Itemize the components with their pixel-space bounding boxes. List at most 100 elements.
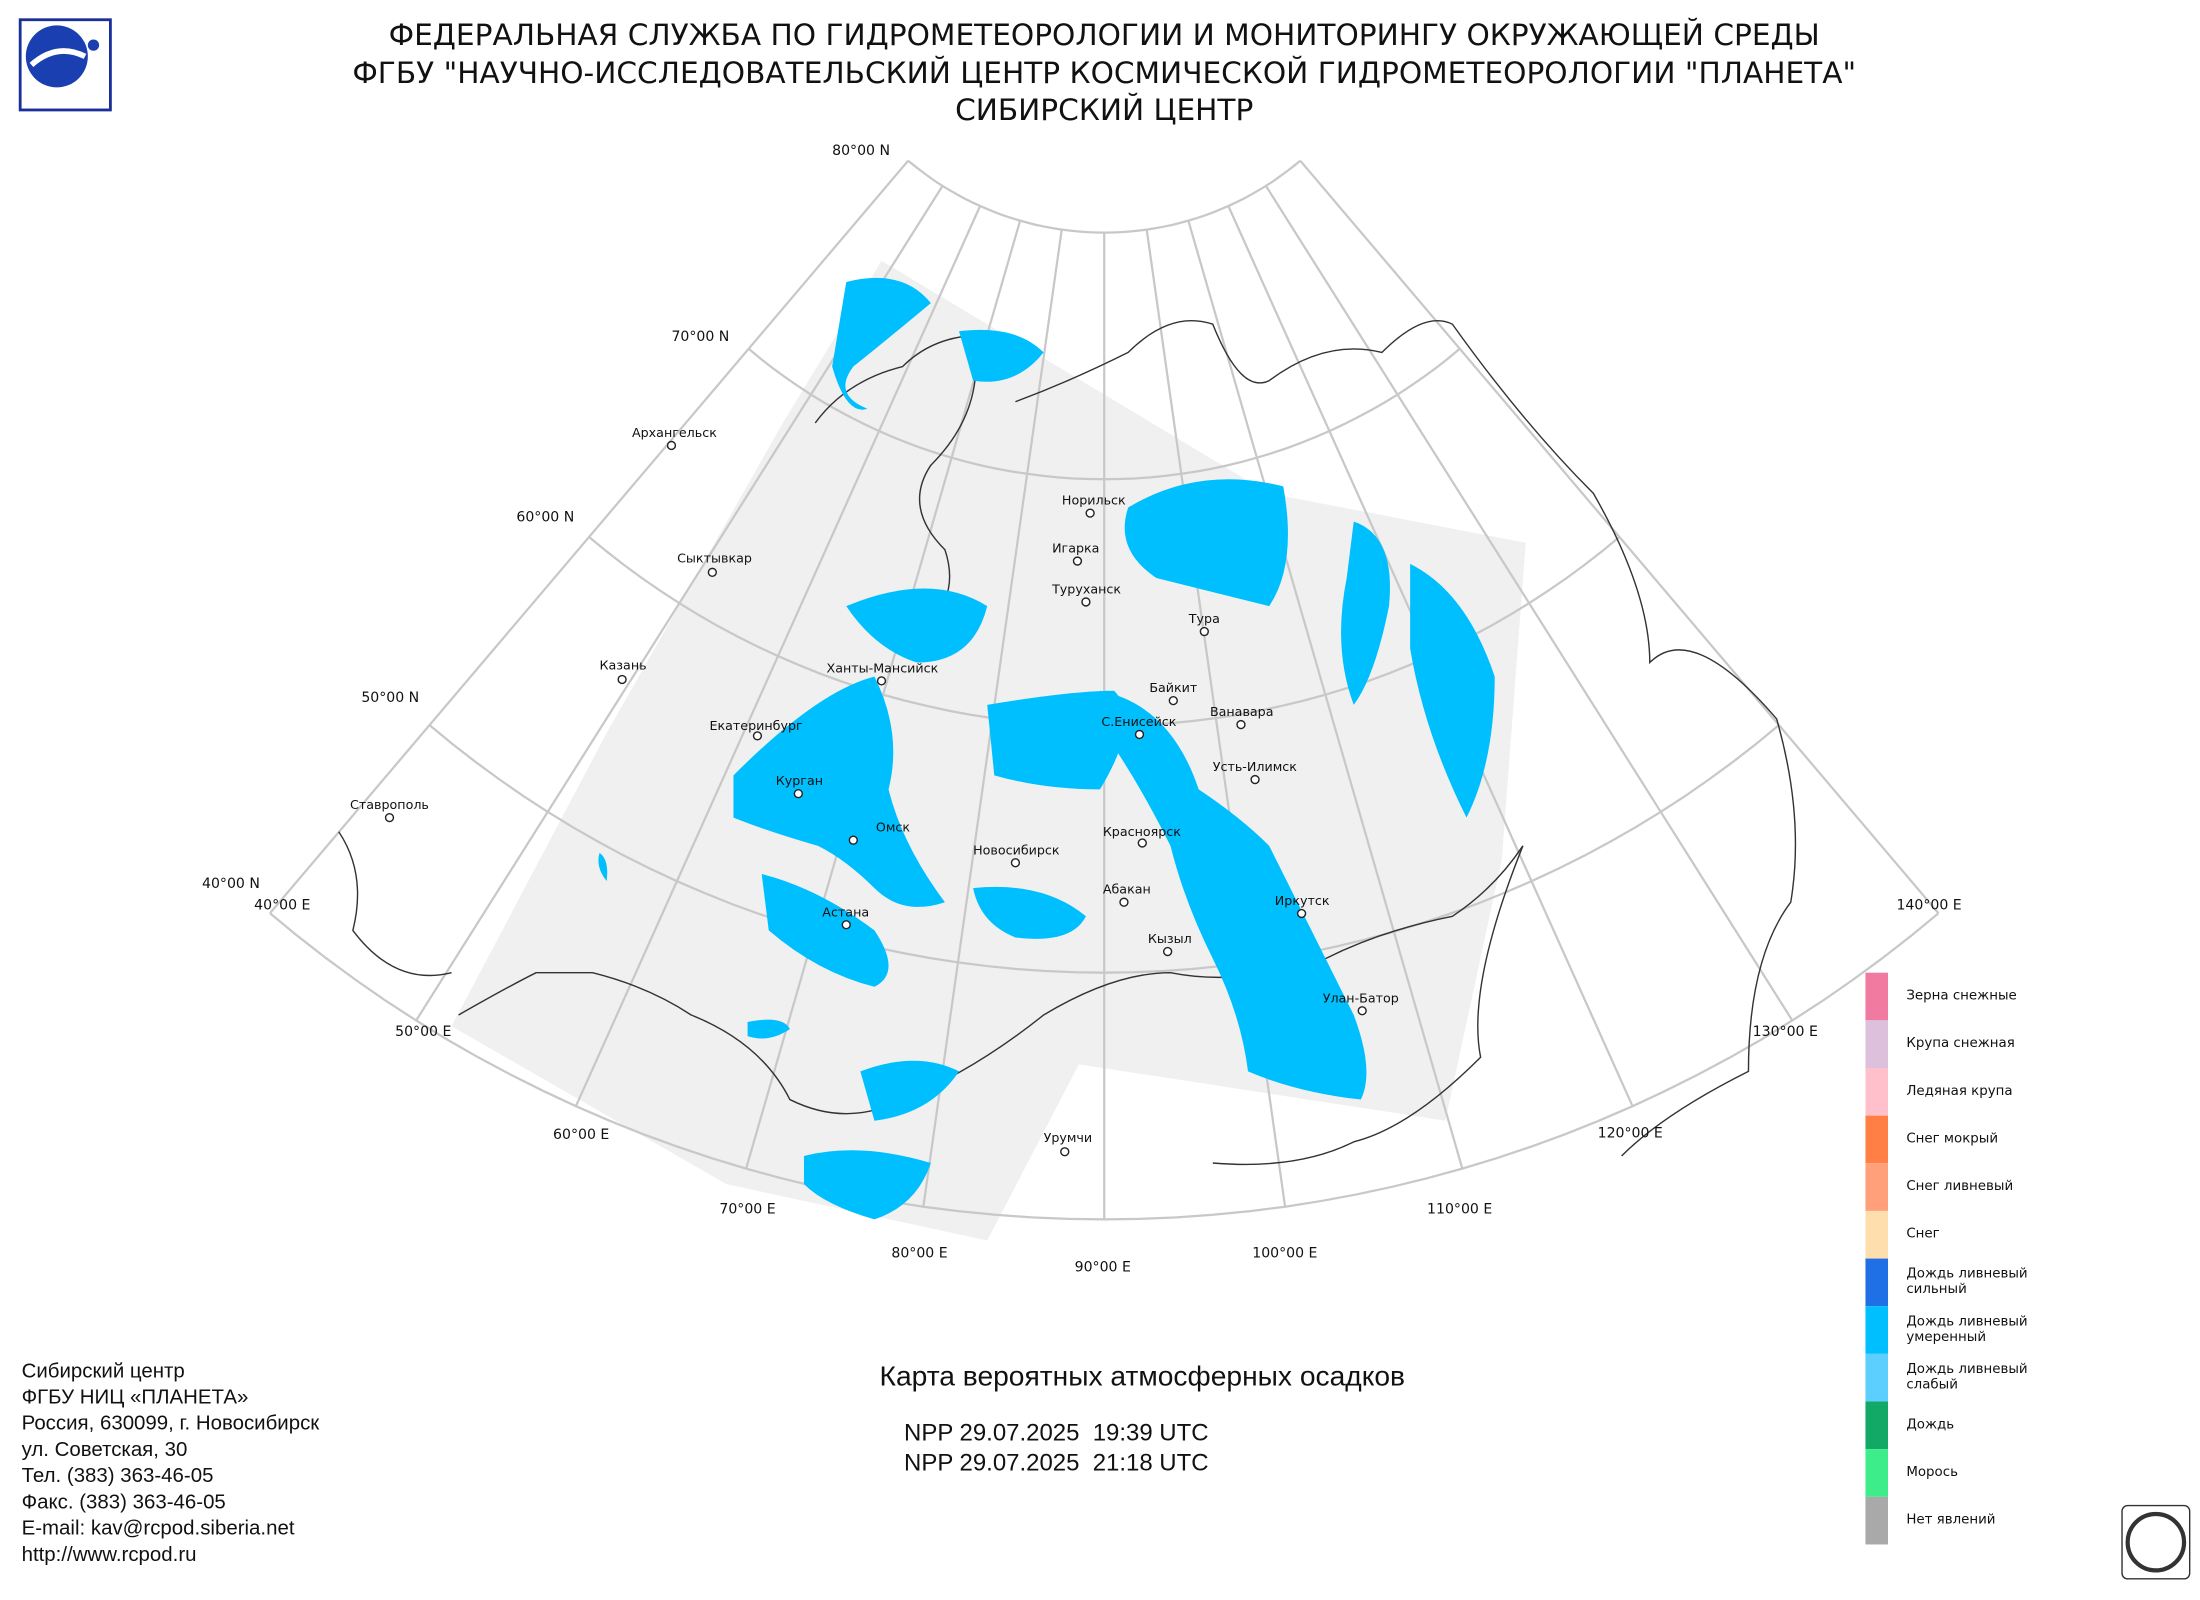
lat-label: 70°00 N <box>671 329 729 345</box>
city-marker <box>841 920 851 930</box>
city-marker <box>793 789 803 799</box>
pass-time: NPP 29.07.2025 21:18 UTC <box>904 1449 1209 1476</box>
legend-label: Нет явлений <box>1906 1513 1995 1528</box>
legend-swatch <box>1865 1496 1889 1545</box>
footer: Сибирский центр ФГБУ НИЦ «ПЛАНЕТА» Россия,… <box>22 1359 1405 1566</box>
city-marker <box>1137 838 1147 848</box>
precip-area <box>1410 563 1495 818</box>
city-marker <box>384 812 395 823</box>
city-marker <box>1072 556 1083 566</box>
city-marker <box>1119 897 1129 907</box>
map-labels: 80°00 N 70°00 N 60°00 N 50°00 N 40°00 N 40°00… <box>202 143 1962 1275</box>
lon-label: 50°00 E <box>395 1024 451 1040</box>
city-label: Астана <box>822 904 869 919</box>
city-marker <box>1168 695 1178 706</box>
border-line <box>1212 845 1524 1166</box>
lat-label: 50°00 N <box>361 690 419 706</box>
logo-globe <box>25 25 88 88</box>
city-label: Красноярск <box>1103 824 1181 839</box>
city-label: Тура <box>1188 611 1220 626</box>
city-label: Байкит <box>1149 680 1198 695</box>
precip-area <box>598 852 608 882</box>
city-label: Сыктывкар <box>677 550 752 565</box>
city-label: Новосибирск <box>973 842 1060 857</box>
city-marker <box>1085 508 1095 518</box>
lon-label: 60°00 E <box>553 1127 609 1143</box>
lon-label: 80°00 E <box>891 1245 947 1261</box>
legend-label: Морось <box>1906 1465 1958 1480</box>
city-label: Казань <box>600 658 647 673</box>
precip-area <box>832 277 931 410</box>
precip-area <box>747 1019 790 1039</box>
city-marker <box>1250 774 1260 785</box>
coastline <box>814 334 977 621</box>
address-line: ФГБУ НИЦ «ПЛАНЕТА» <box>22 1385 249 1408</box>
city-label: Улан-Батор <box>1323 990 1399 1005</box>
city-label: Екатеринбург <box>710 718 804 733</box>
legend-label: сильный <box>1906 1282 1966 1297</box>
city-label: Иркутск <box>1275 893 1330 908</box>
city-marker <box>1060 1147 1070 1157</box>
header-line: ФЕДЕРАЛЬНАЯ СЛУЖБА ПО ГИДРОМЕТЕОРОЛОГИИ … <box>389 17 1820 52</box>
legend-swatch <box>1865 972 1889 1021</box>
city-marker <box>1163 946 1173 957</box>
legend-label: Крупа снежная <box>1906 1036 2014 1051</box>
city-marker <box>617 674 627 685</box>
address-line: E-mail: kav@rcpod.siberia.net <box>22 1517 295 1540</box>
address-line: ул. Советская, 30 <box>22 1438 188 1461</box>
city-label: Ханты-Мансийск <box>827 660 939 675</box>
legend-swatch <box>1865 1067 1889 1116</box>
city-label: Норильск <box>1062 493 1126 508</box>
map-title: Карта вероятных атмосферных осадков <box>880 1360 1405 1392</box>
city-label: Кызыл <box>1148 931 1192 946</box>
legend: Зерна снежные Крупа снежная Ледяная крупа С… <box>1865 972 2028 1545</box>
lon-label: 40°00 E <box>254 897 310 913</box>
legend-swatch <box>1865 1401 1889 1450</box>
legend-label: Ледяная крупа <box>1906 1084 2012 1099</box>
precip-area <box>761 874 889 987</box>
iso-ring <box>2125 1511 2187 1573</box>
city-marker <box>752 731 763 741</box>
parallel <box>747 347 1461 481</box>
header-line: ФГБУ "НАУЧНО-ИССЛЕДОВАТЕЛЬСКИЙ ЦЕНТР КОС… <box>352 55 1856 90</box>
legend-label: Зерна снежные <box>1906 988 2016 1003</box>
precip-area <box>860 1060 960 1121</box>
lat-label: 60°00 N <box>516 510 574 526</box>
legend-label: Снег мокрый <box>1906 1131 1998 1146</box>
city-label: Курган <box>776 773 823 788</box>
legend-swatch <box>1865 1306 1889 1354</box>
logo-swoosh <box>29 48 87 68</box>
precip-area <box>987 690 1126 790</box>
meridian <box>1299 159 1940 914</box>
city-marker <box>1199 626 1209 637</box>
city-marker <box>876 676 887 686</box>
lon-label: 100°00 E <box>1252 1245 1317 1261</box>
city-marker <box>1081 597 1091 607</box>
legend-swatch <box>1865 1115 1889 1164</box>
legend-label: Снег ливневый <box>1906 1179 2013 1194</box>
legend-swatch <box>1865 1258 1889 1307</box>
city-label: Усть-Илимск <box>1213 759 1297 774</box>
city-marker <box>1236 719 1246 730</box>
iso-logo <box>2121 1504 2191 1580</box>
logo <box>18 18 112 112</box>
header: ФЕДЕРАЛЬНАЯ СЛУЖБА ПО ГИДРОМЕТЕОРОЛОГИИ … <box>352 17 1856 127</box>
precip-area <box>733 676 945 907</box>
address-line: Россия, 630099, г. Новосибирск <box>22 1412 321 1435</box>
lat-label: 40°00 N <box>202 876 260 892</box>
city-marker <box>1134 729 1145 740</box>
legend-label: слабый <box>1906 1376 1958 1392</box>
city-marker <box>666 440 677 451</box>
meridian <box>269 159 910 914</box>
legend-label: Дождь ливневый <box>1906 1314 2027 1329</box>
lon-label: 110°00 E <box>1427 1202 1492 1218</box>
iso-frame <box>2121 1504 2191 1580</box>
pass-time: NPP 29.07.2025 19:39 UTC <box>904 1420 1209 1447</box>
city-label: Ставрополь <box>350 797 429 812</box>
city-label: Абакан <box>1103 882 1151 897</box>
city-label: Урумчи <box>1044 1130 1093 1145</box>
city-marker <box>707 567 717 577</box>
legend-label: Снег <box>1906 1227 1939 1242</box>
